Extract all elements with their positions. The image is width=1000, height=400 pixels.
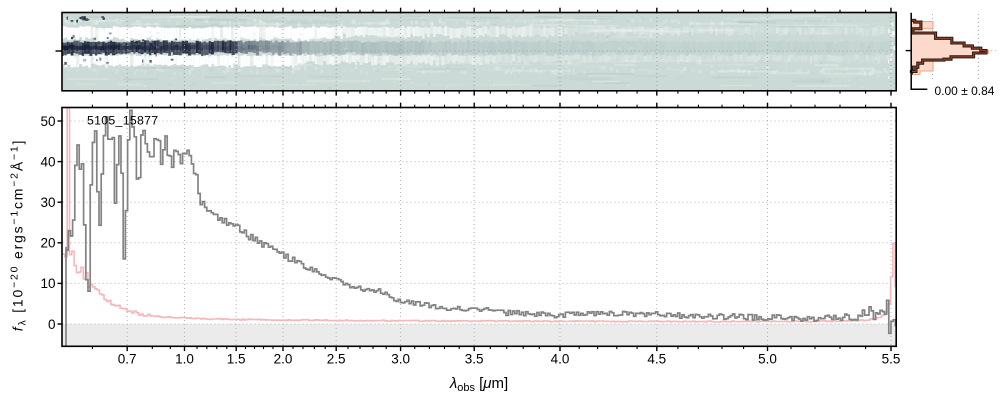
- svg-text:4.0: 4.0: [551, 352, 570, 367]
- svg-text:4.5: 4.5: [647, 352, 666, 367]
- svg-text:0.00 ± 0.84: 0.00 ± 0.84: [935, 84, 995, 98]
- svg-text:fλ [10−20 ergs−1cm−2Å−1]: fλ [10−20 ergs−1cm−2Å−1]: [9, 139, 29, 332]
- svg-text:30: 30: [40, 195, 55, 210]
- svg-text:5.5: 5.5: [882, 352, 901, 367]
- svg-text:40: 40: [40, 154, 55, 169]
- svg-text:1.5: 1.5: [227, 352, 246, 367]
- svg-text:50: 50: [40, 114, 55, 129]
- svg-text:5105_15877: 5105_15877: [87, 114, 158, 128]
- svg-text:3.0: 3.0: [391, 352, 410, 367]
- svg-text:5.0: 5.0: [758, 352, 777, 367]
- svg-text:λobs [μm]: λobs [μm]: [449, 375, 508, 394]
- svg-text:2.5: 2.5: [327, 352, 346, 367]
- svg-text:0: 0: [48, 317, 56, 332]
- svg-text:0.7: 0.7: [118, 352, 137, 367]
- svg-text:10: 10: [40, 276, 55, 291]
- svg-text:1.0: 1.0: [175, 352, 194, 367]
- svg-text:3.5: 3.5: [465, 352, 484, 367]
- svg-text:2.0: 2.0: [274, 352, 293, 367]
- svg-text:20: 20: [40, 236, 55, 251]
